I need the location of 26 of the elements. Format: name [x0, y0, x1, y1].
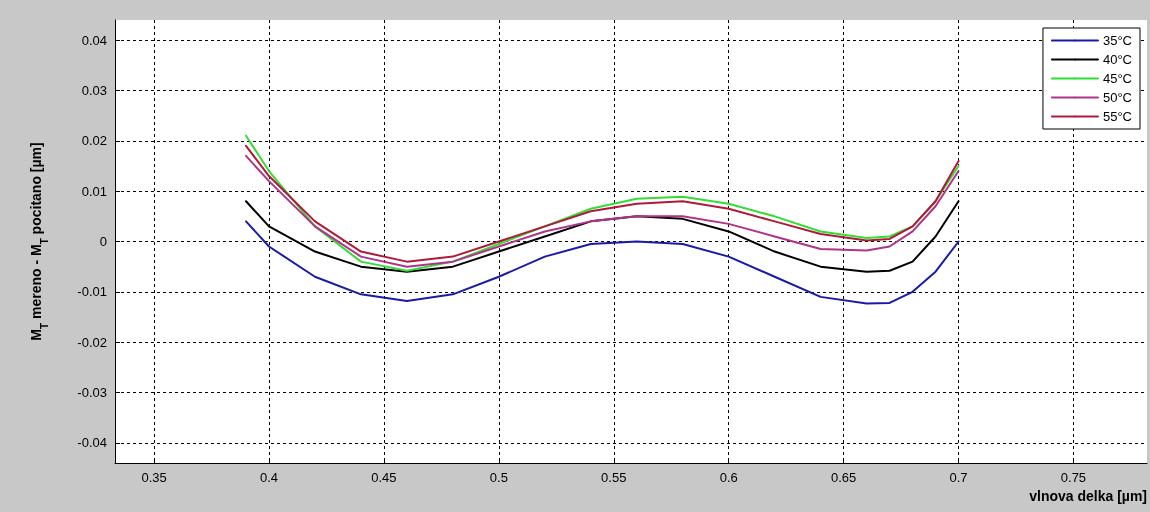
x-tick-label: 0.5	[489, 470, 508, 485]
y-tick-label: 0.03	[81, 82, 107, 98]
legend-label: 50°C	[1102, 90, 1132, 105]
y-tick-label: 0.04	[81, 32, 107, 48]
x-tick-label: 0.45	[371, 470, 397, 485]
y-tick-label: -0.03	[77, 385, 107, 401]
y-tick-label: 0	[99, 234, 107, 249]
legend-label: 55°C	[1102, 109, 1132, 124]
x-tick-label: 0.4	[259, 470, 279, 485]
line-series	[245, 220, 960, 305]
legend-label: 35°C	[1102, 33, 1132, 48]
x-axis-title: vlnova delka [µm]	[1029, 488, 1147, 504]
y-axis-title: MT mereno - MT pocitano [µm]	[28, 142, 50, 341]
x-tick-label: 0.65	[830, 470, 857, 485]
y-tick-label: 0.01	[81, 183, 107, 199]
y-tick-label: 0.02	[81, 133, 107, 149]
x-tick-label: 0.55	[601, 470, 627, 485]
legend-label: 40°C	[1102, 52, 1132, 67]
y-tick-label: -0.04	[77, 435, 107, 451]
x-tick-label: 0.7	[949, 470, 968, 485]
x-tick-label: 0.75	[1060, 470, 1087, 485]
x-tick-label: 0.35	[141, 470, 167, 485]
y-tick-label: -0.01	[77, 284, 107, 300]
x-tick-label: 0.6	[719, 470, 738, 485]
legend-label: 45°C	[1102, 71, 1132, 86]
y-tick-label: -0.02	[77, 334, 107, 350]
